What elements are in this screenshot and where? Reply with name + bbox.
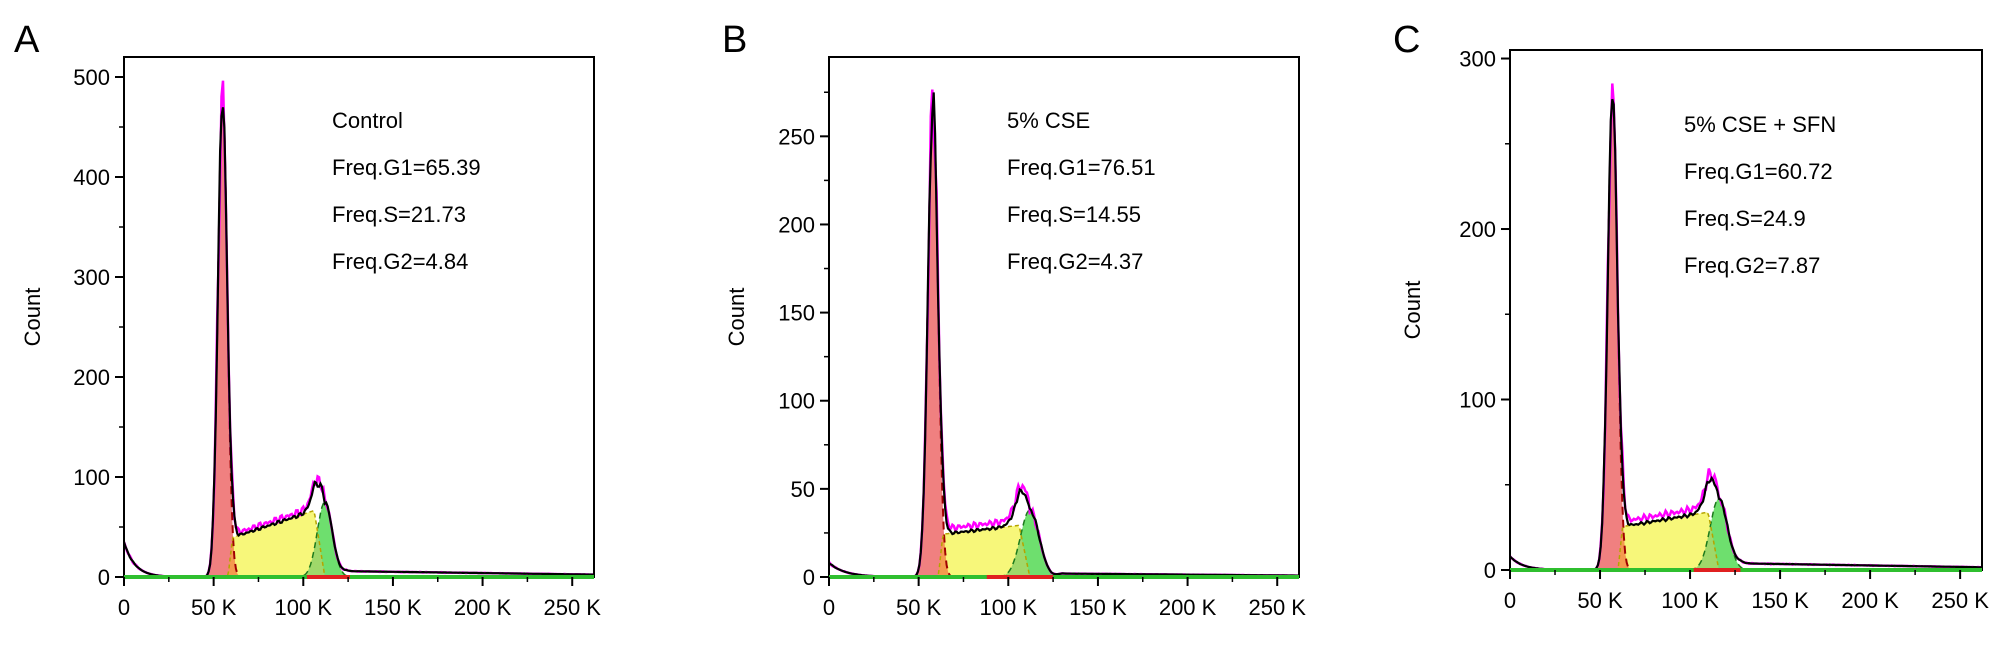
y-tick-label: 400 [73,165,110,190]
y-axis-title: Count [724,288,749,347]
g2-fit-line [1510,497,1981,570]
y-tick-label: 0 [803,565,815,590]
x-tick-label: 100 K [275,595,333,620]
x-tick-label: 250 K [1931,588,1989,613]
g2-phase-area [829,510,1299,577]
panel-letter: A [14,19,40,61]
panel-a: 0 50 K 100 K 150 K 200 K 250 K 0 100 200 300 400 50… [14,19,601,620]
x-tick-label: 0 [823,595,835,620]
frequency-label: Freq.S=14.55 [1007,202,1141,227]
x-tick-label: 250 K [1248,595,1306,620]
sample-label: 5% CSE + SFN [1684,112,1836,137]
sample-label: Control [332,108,403,133]
x-tick-label: 150 K [1069,595,1127,620]
frequency-label: Freq.G1=76.51 [1007,155,1156,180]
panel-letter: C [1393,19,1420,61]
plot-frame [828,56,1300,578]
y-tick-label: 100 [778,389,815,414]
y-tick-label: 150 [778,301,815,326]
x-tick-label: 250 K [543,595,601,620]
frequency-label: Freq.G2=7.87 [1684,253,1820,278]
g2-fit-line [124,500,593,577]
x-tick-label: 200 K [1159,595,1217,620]
s-fit-line [829,524,1298,577]
y-tick-label: 500 [73,65,110,90]
y-tick-label: 200 [1459,217,1496,242]
y-tick-label: 200 [778,212,815,237]
panel-c: 0 50 K 100 K 150 K 200 K 250 K 0 100 200 300 Count… [1393,19,1989,613]
frequency-label: Freq.G1=60.72 [1684,159,1833,184]
plot-frame [123,56,595,578]
x-tick-label: 0 [1504,588,1516,613]
y-tick-label: 200 [73,365,110,390]
x-tick-label: 150 K [1751,588,1809,613]
y-axis-title: Count [1400,281,1425,340]
y-tick-label: 300 [1459,47,1496,72]
y-tick-label: 0 [98,565,110,590]
y-axis-title: Count [20,288,45,347]
x-tick-label: 150 K [364,595,422,620]
x-tick-label: 200 K [1841,588,1899,613]
frequency-label: Freq.G2=4.37 [1007,249,1143,274]
s-phase-area [124,510,594,577]
s-fit-line [124,509,593,577]
histogram-line [1510,98,1982,570]
y-tick-label: 250 [778,124,815,149]
x-tick-label: 0 [118,595,130,620]
x-tick-label: 50 K [191,595,237,620]
y-tick-label: 100 [1459,388,1496,413]
y-tick-label: 100 [73,465,110,490]
s-phase-area [829,525,1299,577]
sample-label: 5% CSE [1007,108,1090,133]
frequency-label: Freq.S=24.9 [1684,206,1806,231]
y-tick-label: 50 [791,477,815,502]
panel-letter: B [722,19,747,61]
x-tick-label: 50 K [896,595,942,620]
frequency-label: Freq.G2=4.84 [332,249,468,274]
x-tick-label: 50 K [1577,588,1623,613]
frequency-label: Freq.G1=65.39 [332,155,481,180]
g2-fit-line [829,509,1298,577]
panel-b: 0 50 K 100 K 150 K 200 K 250 K 0 50 100 150 200 250… [722,19,1306,620]
x-tick-label: 200 K [454,595,512,620]
y-tick-label: 0 [1484,558,1496,583]
x-tick-label: 100 K [980,595,1038,620]
s-g2-overlap-area [829,535,1299,577]
y-tick-label: 300 [73,265,110,290]
overlap-area [829,534,1299,577]
x-tick-label: 100 K [1661,588,1719,613]
s-phase-area [1510,512,1982,570]
frequency-label: Freq.S=21.73 [332,202,466,227]
g2-phase-area [124,502,594,577]
plot-area [1510,83,1982,570]
g2-phase-area [1510,498,1982,570]
model-envelope [1510,83,1982,570]
